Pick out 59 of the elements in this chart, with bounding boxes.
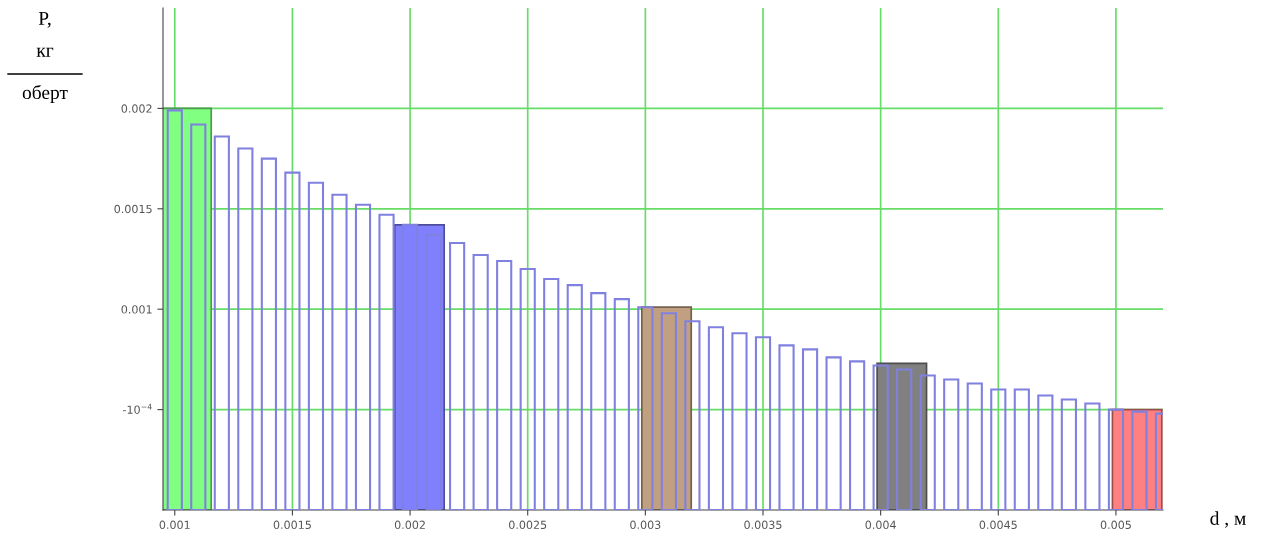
y-tick-label: 0.002 [121,104,152,113]
x-tick-label: 0.004 [865,520,896,530]
bar [472,253,489,510]
bar [637,306,654,510]
bar [307,181,325,510]
bar [825,356,842,510]
text: оберт [22,84,68,104]
bar [872,364,889,510]
x-tick-label: 0.001 [159,520,190,530]
bar [1131,410,1148,510]
x-tick-label: 0.0045 [979,520,1017,530]
bar [943,378,960,510]
bar [778,344,795,510]
bar [1084,402,1101,510]
bar [990,388,1007,510]
bar [1013,388,1030,510]
bar [425,233,442,510]
y-tick-label: 0.0015 [114,204,152,214]
bar [1060,398,1077,510]
bar [707,326,725,510]
bar [354,203,372,510]
x-tick-label: 0.005 [1100,520,1131,530]
bar [590,292,607,510]
bar [849,360,866,510]
x-tick-label: 0.003 [630,520,661,530]
bar [331,193,348,510]
y-axis-title: P, [38,11,51,28]
bar [1107,408,1125,510]
bar [213,135,230,510]
bar [966,382,983,510]
x-tick-label: 0.0035 [744,520,782,530]
bar [260,157,277,510]
bar [401,223,419,510]
x-tick-label: 0.0025 [509,520,547,530]
bar [1037,394,1054,510]
bar [449,241,466,510]
bar [378,213,395,510]
bar [237,147,254,510]
bar [566,284,583,510]
bar [731,332,748,510]
x-tick-label: 0.0015 [273,520,311,530]
bar [919,374,936,510]
bar [613,298,630,510]
bar [496,259,513,510]
bar [166,109,183,510]
bar [684,320,701,510]
bar [896,368,913,510]
bar [190,123,207,510]
y-tick-label: 0.001 [121,305,152,314]
bar [801,348,819,510]
bar [754,336,772,510]
bar [660,312,677,510]
bar [284,171,301,510]
text: кг [36,47,54,57]
y-tick-label: -10$^{−4}$ [123,403,152,414]
x-axis-title: d , м [1210,511,1246,528]
bar [519,268,536,510]
x-tick-label: 0.002 [394,520,425,530]
bar [543,278,560,510]
